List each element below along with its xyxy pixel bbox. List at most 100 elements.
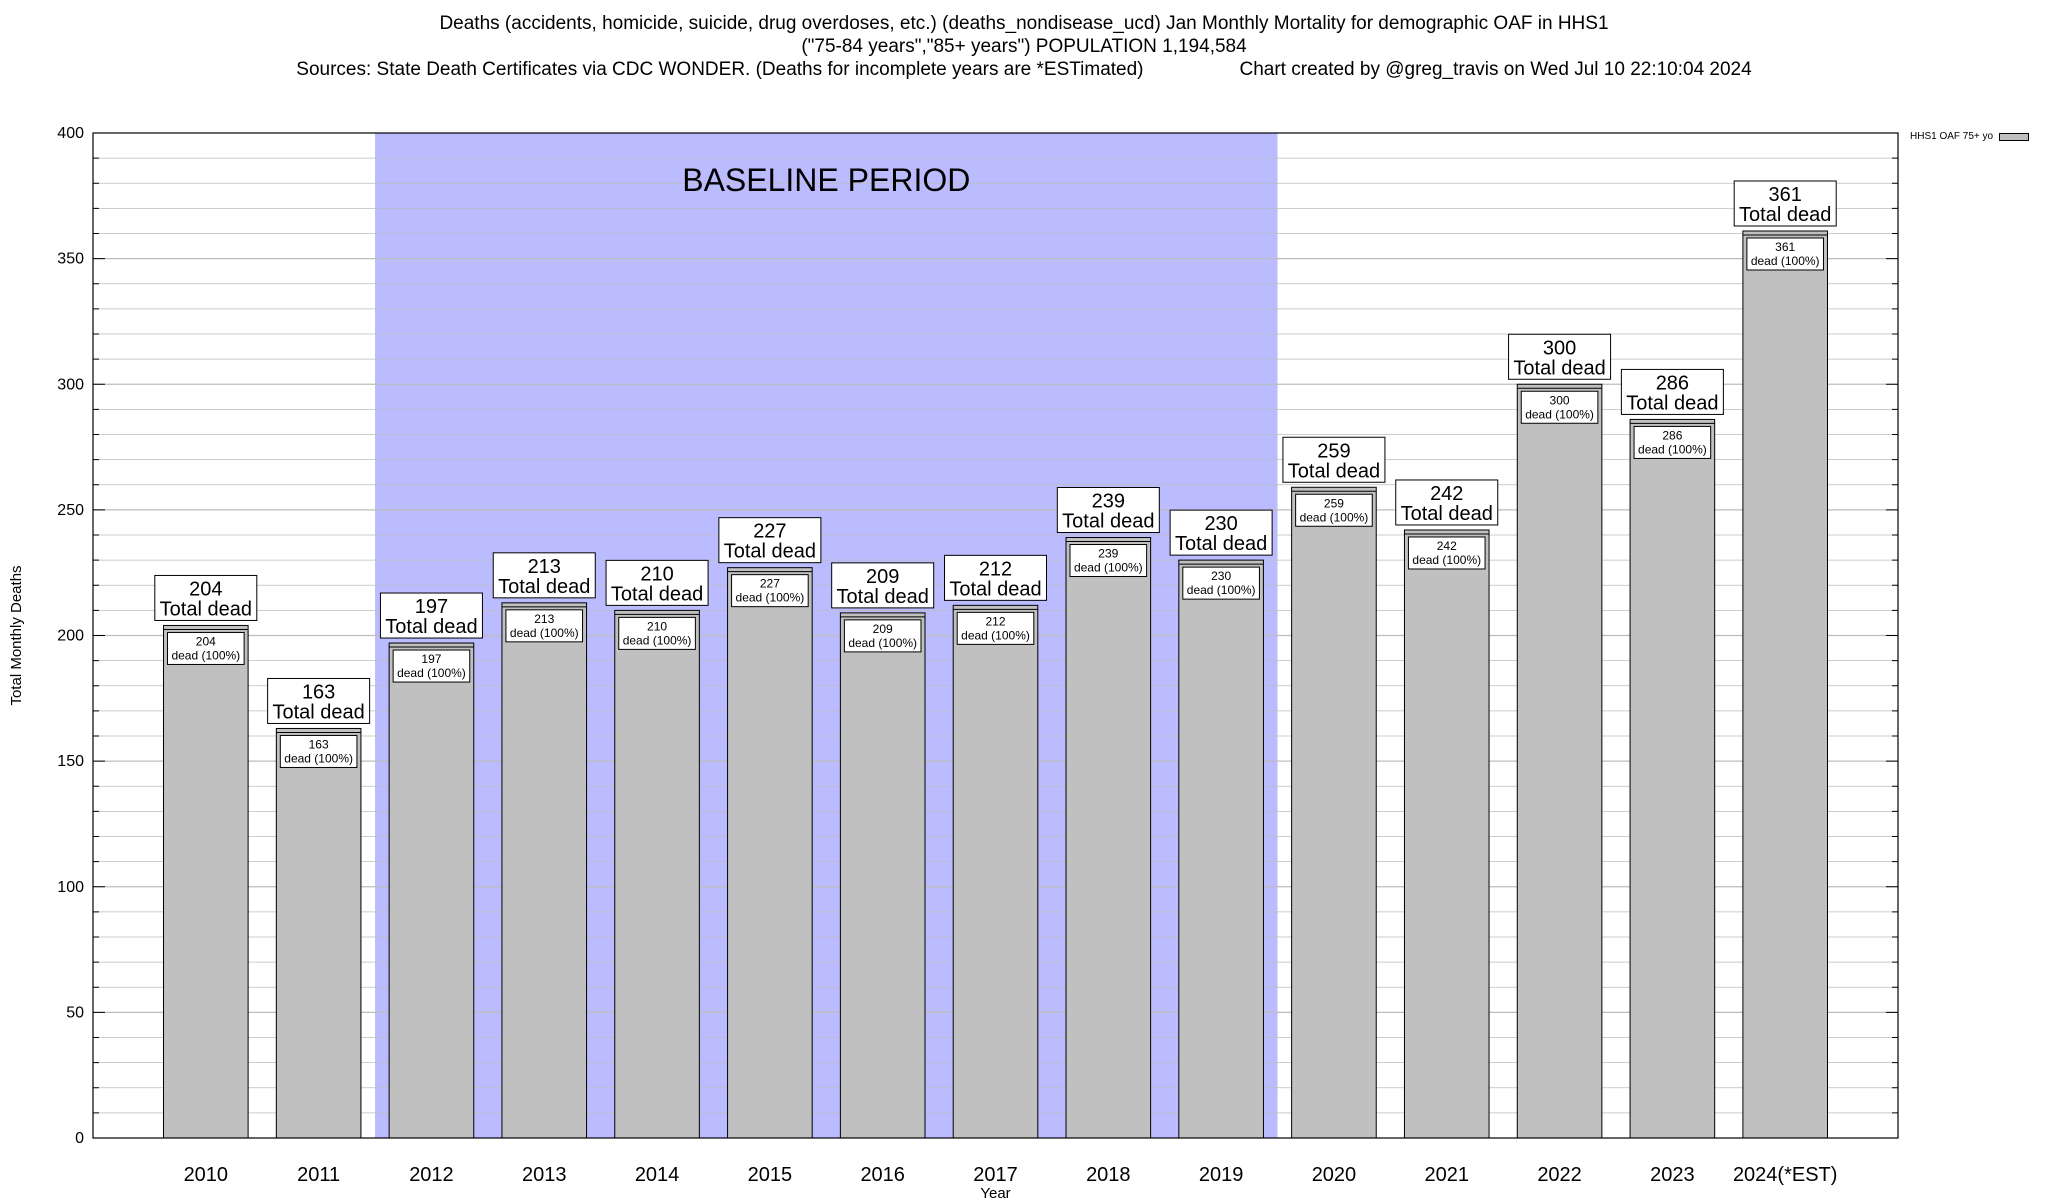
bar	[839, 612, 926, 1139]
x-tick-label: 2018	[1086, 1164, 1131, 1186]
x-tick-label: 2015	[748, 1164, 793, 1186]
inner-label-box	[1633, 425, 1712, 459]
total-label-box	[1282, 436, 1386, 483]
chart-source-line: Sources: State Death Certificates via CD…	[0, 58, 2048, 81]
inner-label-box	[1295, 493, 1373, 527]
inner-label-value: 227	[760, 577, 780, 591]
inner-label-value: 204	[196, 634, 216, 648]
inner-label-value: 212	[985, 614, 1005, 628]
total-label-box	[718, 517, 822, 564]
inner-label-value: 361	[1775, 240, 1795, 254]
inner-label-text: dead (100%)	[1074, 561, 1143, 575]
total-label-box	[831, 562, 935, 609]
inner-label-value: 242	[1437, 539, 1457, 553]
total-label-value: 230	[1204, 513, 1237, 535]
legend-swatch	[1999, 132, 2030, 141]
inner-label-box	[731, 574, 809, 608]
inner-label-value: 213	[534, 612, 554, 626]
bar	[1065, 537, 1152, 1139]
inner-label-value: 163	[309, 737, 329, 751]
inner-label-box	[279, 734, 358, 768]
total-label-value: 361	[1769, 184, 1802, 206]
x-tick-label: 2021	[1425, 1164, 1470, 1186]
total-label-value: 197	[415, 596, 448, 618]
inner-label-text: dead (100%)	[1525, 407, 1594, 421]
x-tick-label: 2020	[1312, 1164, 1357, 1186]
bar	[1516, 383, 1603, 1139]
x-tick-label: 2012	[409, 1164, 454, 1186]
inner-label-text: dead (100%)	[1187, 583, 1256, 597]
total-label-text: Total dead	[385, 616, 477, 638]
bar	[1291, 486, 1377, 1139]
bar	[727, 567, 813, 1139]
inner-label-box	[618, 616, 696, 650]
inner-label-box	[843, 619, 922, 653]
bar	[275, 727, 362, 1139]
bar	[1403, 529, 1490, 1139]
total-label-value: 213	[528, 556, 561, 578]
inner-label-text: dead (100%)	[171, 648, 240, 662]
bar	[1178, 559, 1264, 1139]
total-label-value: 286	[1656, 372, 1689, 394]
x-tick-label: 2022	[1537, 1164, 1582, 1186]
inner-label-text: dead (100%)	[510, 626, 579, 640]
y-tick-label: 300	[57, 376, 84, 393]
chart-title: Deaths (accidents, homicide, suicide, dr…	[439, 13, 1609, 34]
x-tick-label: 2010	[184, 1164, 229, 1186]
inner-label-box	[1182, 566, 1260, 600]
total-label-box	[267, 677, 371, 724]
inner-label-text: dead (100%)	[1412, 553, 1481, 567]
total-label-value: 259	[1317, 440, 1350, 462]
total-label-text: Total dead	[1626, 392, 1718, 414]
total-label-text: Total dead	[611, 583, 703, 605]
total-label-box	[492, 552, 596, 599]
inner-label-text: dead (100%)	[736, 591, 805, 605]
baseline-period-label: BASELINE PERIOD	[682, 162, 970, 198]
total-label-value: 300	[1543, 337, 1576, 359]
inner-label-box	[1407, 536, 1486, 570]
inner-label-value: 210	[647, 619, 667, 633]
total-label-box	[944, 554, 1047, 601]
total-label-value: 204	[189, 578, 222, 600]
total-label-text: Total dead	[1175, 533, 1267, 555]
legend: HHS1 OAF 75+ yo	[1910, 131, 2030, 142]
total-label-box	[1733, 180, 1837, 227]
total-label-value: 212	[979, 558, 1012, 580]
total-label-box	[1169, 509, 1273, 556]
inner-label-value: 197	[421, 652, 441, 666]
total-label-text: Total dead	[1062, 511, 1154, 533]
y-tick-label: 200	[57, 628, 84, 645]
total-label-box	[1508, 333, 1612, 380]
inner-label-box	[1746, 237, 1824, 271]
inner-label-value: 286	[1662, 428, 1682, 442]
y-tick-label: 350	[57, 251, 84, 268]
y-tick-label: 400	[57, 125, 84, 142]
bar	[501, 602, 588, 1139]
bar	[1742, 230, 1828, 1139]
legend-label: HHS1 OAF 75+ yo	[1910, 131, 1994, 142]
x-tick-label: 2023	[1650, 1164, 1695, 1186]
total-label-value: 239	[1092, 491, 1125, 513]
x-tick-label: 2011	[297, 1164, 340, 1186]
inner-label-text: dead (100%)	[623, 633, 692, 647]
total-label-text: Total dead	[1739, 204, 1831, 226]
total-label-text: Total dead	[498, 576, 590, 598]
plot-frame	[92, 132, 1899, 1139]
total-label-text: Total dead	[272, 701, 364, 723]
chart-credit: Chart created by @greg_travis on Wed Jul…	[1239, 59, 1752, 80]
x-tick-label: 2016	[860, 1164, 905, 1186]
x-tick-label: 2019	[1199, 1164, 1244, 1186]
total-label-box	[605, 559, 709, 606]
total-label-box	[1056, 487, 1160, 534]
inner-label-text: dead (100%)	[1638, 442, 1707, 456]
x-tick-label: 2024(*EST)	[1733, 1164, 1838, 1186]
inner-label-box	[505, 609, 584, 643]
y-tick-label: 250	[57, 502, 84, 519]
total-label-value: 209	[866, 566, 899, 588]
total-label-text: Total dead	[949, 578, 1041, 600]
chart-sources: Sources: State Death Certificates via CD…	[296, 59, 1144, 80]
inner-label-box	[392, 649, 471, 683]
total-label-value: 227	[753, 521, 786, 543]
total-label-text: Total dead	[1288, 460, 1380, 482]
